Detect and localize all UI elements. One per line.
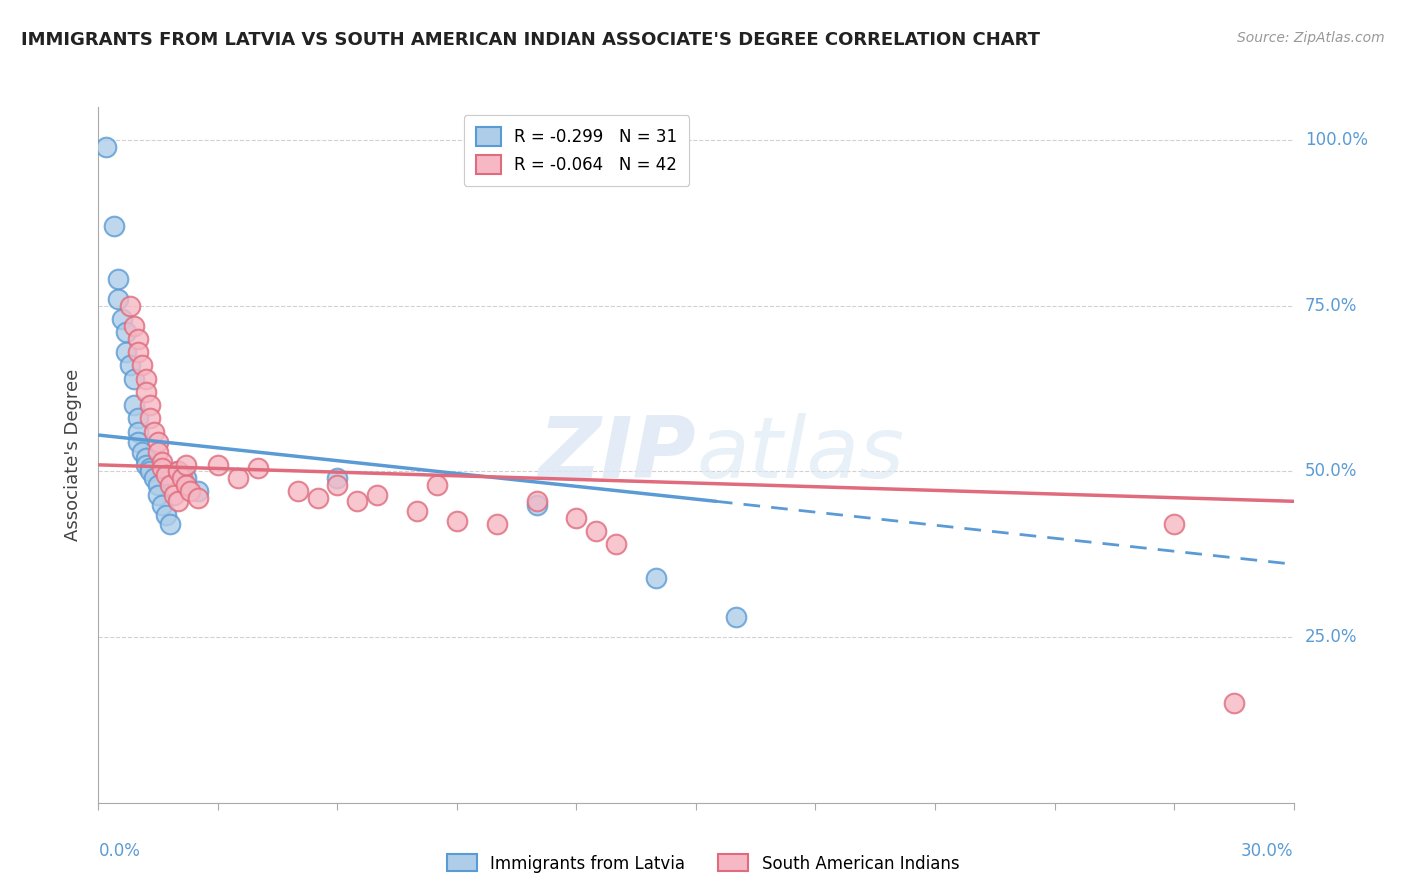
Point (226, 471, 249, 485)
Text: 75.0%: 75.0% (1305, 297, 1357, 315)
Point (187, 491, 209, 505)
Point (131, 359, 153, 373)
Point (107, 272, 129, 286)
Text: 0.0%: 0.0% (98, 842, 141, 860)
Point (103, 219, 125, 234)
Point (143, 425, 166, 439)
Point (120, 299, 142, 313)
Point (96, 140, 118, 154)
Point (167, 465, 190, 479)
Point (150, 498, 173, 512)
Point (135, 372, 157, 386)
Point (167, 465, 190, 479)
Point (120, 359, 142, 373)
Point (485, 517, 508, 532)
Point (1163, 517, 1185, 532)
Point (124, 318, 146, 333)
Point (172, 471, 194, 485)
Text: atlas: atlas (696, 413, 904, 497)
Point (605, 537, 627, 551)
Point (565, 511, 588, 525)
Point (326, 477, 349, 491)
Point (148, 477, 170, 491)
Point (174, 477, 197, 491)
Point (135, 384, 157, 399)
Point (366, 488, 388, 502)
Point (139, 398, 162, 412)
Point (246, 461, 269, 475)
Point (645, 570, 668, 584)
Point (139, 461, 162, 475)
Text: Source: ZipAtlas.com: Source: ZipAtlas.com (1237, 31, 1385, 45)
Point (127, 434, 149, 449)
Point (139, 465, 162, 479)
Point (131, 444, 153, 458)
Point (148, 434, 170, 449)
Point (139, 411, 162, 425)
Point (135, 458, 157, 472)
Point (426, 477, 449, 491)
Point (107, 292, 129, 306)
Text: 25.0%: 25.0% (1305, 628, 1357, 646)
Legend: Immigrants from Latvia, South American Indians: Immigrants from Latvia, South American I… (440, 847, 966, 880)
Point (159, 477, 181, 491)
Point (287, 484, 309, 499)
Point (167, 494, 190, 508)
Point (155, 467, 177, 482)
Y-axis label: Associate's Degree: Associate's Degree (65, 368, 83, 541)
Point (124, 398, 146, 412)
Point (124, 372, 146, 386)
Text: 100.0%: 100.0% (1305, 131, 1368, 149)
Point (115, 345, 138, 359)
Point (307, 491, 329, 505)
Point (174, 471, 197, 485)
Point (127, 332, 149, 346)
Point (163, 488, 186, 502)
Text: 30.0%: 30.0% (1241, 842, 1294, 860)
Point (115, 326, 138, 340)
Point (207, 458, 229, 472)
Point (148, 488, 170, 502)
Point (127, 425, 149, 439)
Point (135, 451, 157, 466)
Point (446, 514, 468, 528)
Point (150, 454, 173, 468)
Point (187, 484, 209, 499)
Point (326, 471, 349, 485)
Point (526, 494, 548, 508)
Point (526, 498, 548, 512)
Point (724, 610, 747, 624)
Point (159, 517, 181, 532)
Text: IMMIGRANTS FROM LATVIA VS SOUTH AMERICAN INDIAN ASSOCIATE'S DEGREE CORRELATION C: IMMIGRANTS FROM LATVIA VS SOUTH AMERICAN… (21, 31, 1040, 49)
Point (1222, 697, 1246, 711)
Point (143, 471, 166, 485)
Text: ZIP: ZIP (538, 413, 696, 497)
Point (179, 484, 201, 499)
Point (406, 504, 429, 518)
Point (155, 508, 177, 522)
Text: 50.0%: 50.0% (1305, 462, 1357, 481)
Point (111, 312, 134, 326)
Point (346, 494, 368, 508)
Point (127, 345, 149, 359)
Point (148, 444, 170, 458)
Point (174, 458, 197, 472)
Point (127, 411, 149, 425)
Legend: R = -0.299   N = 31, R = -0.064   N = 42: R = -0.299 N = 31, R = -0.064 N = 42 (464, 115, 689, 186)
Point (585, 524, 607, 538)
Point (150, 461, 173, 475)
